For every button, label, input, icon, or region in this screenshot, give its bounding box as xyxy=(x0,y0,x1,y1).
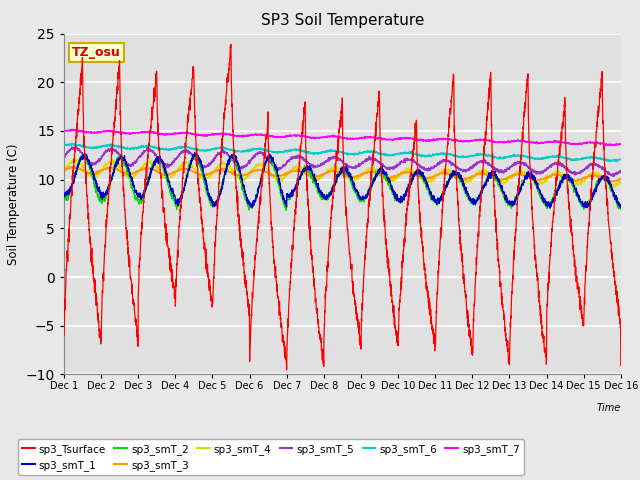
Text: Time: Time xyxy=(596,403,621,413)
Text: TZ_osu: TZ_osu xyxy=(72,46,121,59)
Legend: sp3_Tsurface, sp3_smT_1, sp3_smT_2, sp3_smT_3, sp3_smT_4, sp3_smT_5, sp3_smT_6, : sp3_Tsurface, sp3_smT_1, sp3_smT_2, sp3_… xyxy=(18,439,524,475)
Title: SP3 Soil Temperature: SP3 Soil Temperature xyxy=(260,13,424,28)
Y-axis label: Soil Temperature (C): Soil Temperature (C) xyxy=(7,143,20,265)
